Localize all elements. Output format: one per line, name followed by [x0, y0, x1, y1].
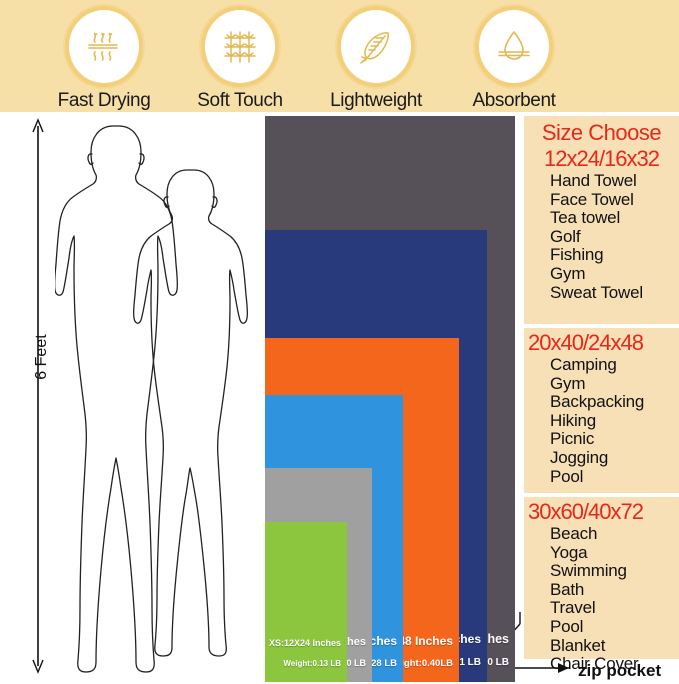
list-item: Face Towel	[550, 189, 634, 209]
figure-tall	[53, 125, 179, 673]
soft-touch-badge	[201, 6, 279, 87]
feature-label: Lightweight	[330, 90, 422, 111]
feature-label: Soft Touch	[197, 90, 283, 111]
towel-size-chart: XXL: 40X72 Inches Weight:0.90 LB XL:30X6…	[265, 116, 515, 682]
list-item: Gym	[550, 263, 586, 283]
zip-pocket-label: zip pocket	[578, 661, 662, 680]
list-item: Pool	[550, 466, 584, 486]
size-panel-large: 30x60/40x72 Beach Yoga Swimming Bath Tra…	[524, 497, 679, 673]
feather-icon	[354, 25, 398, 69]
towel-weight-label: Weight:0.13 LB	[283, 659, 341, 668]
list-item: Hand Towel	[550, 171, 637, 190]
panel-use-list: Beach Yoga Swimming Bath Travel Pool Bla…	[524, 524, 679, 674]
list-item: Fishing	[550, 245, 604, 265]
feature-absorbent: Absorbent	[446, 4, 582, 112]
lightweight-badge	[337, 6, 415, 87]
soft-touch-weave-icon	[218, 25, 262, 69]
list-item: Picnic	[550, 429, 595, 449]
fast-drying-badge	[65, 6, 143, 87]
panel-use-list: Camping Gym Backpacking Hiking Picnic Jo…	[524, 355, 679, 486]
list-item: Yoga	[550, 542, 588, 562]
list-item: Swimming	[550, 561, 627, 581]
list-item: Blanket	[550, 635, 606, 655]
size-panel-small: Size Choose 12x24/16x32 Hand Towel Face …	[524, 116, 679, 324]
list-item: Chair Cover	[550, 654, 639, 674]
towel-weight-label: Weight:0.40LB	[387, 658, 453, 669]
list-item: Gym	[550, 373, 586, 393]
size-panel-medium: 20x40/24x48 Camping Gym Backpacking Hiki…	[524, 328, 679, 493]
towel-size-label: XS:12X24 Inches	[269, 638, 342, 648]
list-item: Sweat Towel	[550, 282, 643, 302]
height-scale: 6 Feet	[26, 118, 60, 674]
panel-subtitle: 20x40/24x48	[528, 330, 644, 355]
list-item: Beach	[550, 524, 598, 543]
list-item: Golf	[550, 226, 581, 246]
figure-short	[132, 169, 249, 657]
panel-subtitle: 12x24/16x32	[544, 146, 660, 171]
list-item: Hiking	[550, 410, 597, 430]
list-item: Tea towel	[550, 208, 621, 228]
list-item: Jogging	[550, 447, 609, 467]
list-item: Camping	[550, 355, 617, 374]
list-item: Backpacking	[550, 392, 645, 412]
list-item: Travel	[550, 598, 596, 618]
panel-title: Size Choose	[541, 120, 662, 145]
feature-lightweight: Lightweight	[308, 4, 444, 112]
feature-soft-touch: Soft Touch	[172, 4, 308, 112]
feature-label: Fast Drying	[57, 90, 151, 111]
towel-xs: XS:12X24 Inches Weight:0.13 LB	[265, 522, 347, 682]
feature-fast-drying: Fast Drying	[36, 4, 172, 112]
list-item: Pool	[550, 616, 584, 636]
fast-drying-icon	[82, 25, 126, 69]
water-droplet-icon	[492, 25, 536, 69]
panel-subtitle: 30x60/40x72	[528, 499, 644, 524]
human-figures	[53, 118, 270, 678]
feature-label: Absorbent	[472, 90, 556, 111]
double-headed-vertical-arrow	[32, 118, 44, 674]
panel-use-list: Hand Towel Face Towel Tea towel Golf Fis…	[524, 171, 679, 302]
height-scale-label: 6 Feet	[33, 334, 50, 380]
absorbent-badge	[475, 6, 553, 87]
list-item: Bath	[550, 579, 585, 599]
feature-header: Fast Drying	[0, 0, 679, 112]
